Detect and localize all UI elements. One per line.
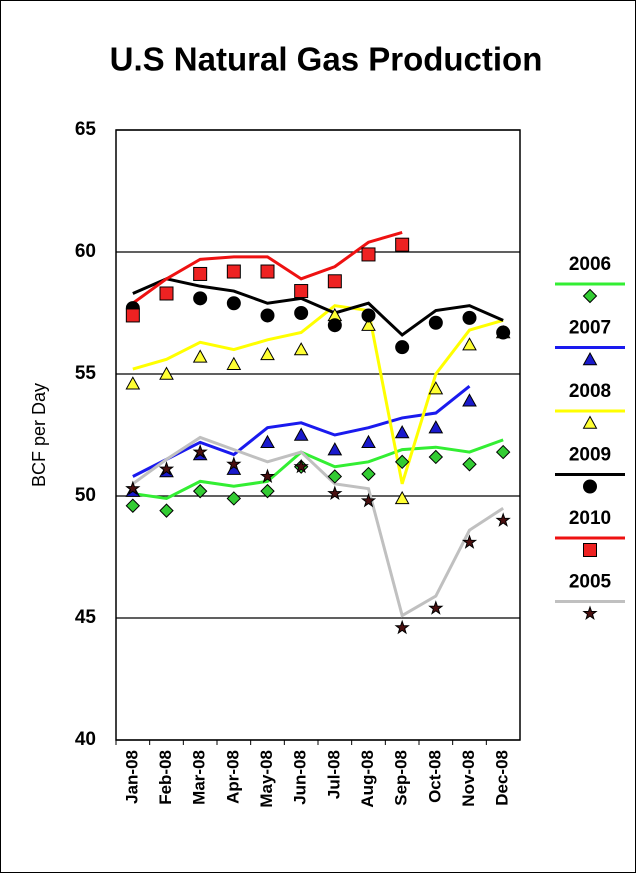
legend-marker [582, 415, 598, 429]
data-marker [461, 534, 478, 549]
data-marker [327, 318, 342, 333]
legend-marker [583, 479, 597, 494]
data-marker [462, 310, 477, 325]
series-line [131, 231, 403, 305]
legend-label: 2005 [569, 572, 612, 593]
data-marker [361, 317, 376, 331]
data-marker [394, 490, 410, 505]
y-tick-label: 55 [75, 363, 97, 384]
x-tick-label: Mar-08 [190, 750, 209, 805]
data-marker [192, 444, 208, 459]
data-marker [327, 485, 343, 501]
data-marker [294, 284, 309, 299]
series-line [132, 277, 504, 337]
data-marker [361, 466, 376, 482]
legend-marker [582, 605, 598, 620]
legend-marker [583, 543, 597, 557]
data-marker [159, 286, 174, 301]
x-tick-label: Aug-08 [358, 750, 377, 808]
data-marker [125, 480, 141, 496]
data-marker [462, 337, 477, 351]
data-marker [462, 457, 477, 472]
data-marker [327, 442, 343, 456]
data-marker [361, 247, 376, 262]
y-tick-label: 40 [75, 729, 96, 750]
x-tick-label: Jul-08 [324, 750, 343, 799]
data-marker [260, 434, 275, 449]
data-marker [361, 434, 376, 449]
data-marker [428, 449, 444, 465]
data-marker [293, 342, 309, 356]
chart-title: U.S Natural Gas Production [110, 41, 543, 78]
data-marker [192, 349, 208, 363]
data-marker [260, 483, 275, 499]
data-marker [226, 491, 242, 506]
data-marker [495, 444, 511, 460]
data-marker [327, 469, 343, 484]
y-tick-label: 60 [75, 241, 96, 262]
data-marker [193, 266, 208, 281]
data-marker [159, 503, 174, 518]
y-tick-label: 50 [75, 485, 96, 506]
data-marker [394, 425, 410, 439]
series-line [132, 438, 504, 500]
data-marker [360, 492, 377, 508]
data-marker [226, 296, 241, 311]
data-marker [395, 340, 410, 355]
data-marker [226, 264, 241, 279]
data-marker [226, 456, 242, 471]
data-marker [260, 264, 275, 279]
legend-label: 2006 [569, 254, 611, 275]
data-marker [394, 454, 410, 470]
data-marker [293, 427, 309, 441]
x-tick-label: Jun-08 [291, 750, 310, 805]
data-marker [226, 356, 242, 370]
x-tick-label: Dec-08 [493, 750, 512, 806]
data-marker [394, 619, 410, 635]
series-line [132, 304, 504, 485]
data-marker [428, 420, 444, 434]
legend-label: 2009 [569, 445, 611, 466]
data-marker [125, 308, 140, 323]
data-marker [327, 274, 342, 289]
data-marker [395, 237, 410, 252]
legend-label: 2007 [569, 318, 611, 339]
data-marker [158, 461, 175, 476]
data-marker [260, 346, 275, 361]
x-tick-label: Oct-08 [425, 750, 444, 803]
plot-area [115, 129, 521, 741]
legend-label: 2008 [569, 381, 611, 402]
data-marker [159, 366, 174, 380]
data-marker [293, 458, 309, 474]
x-tick-label: Sep-08 [392, 750, 411, 806]
legend-label: 2010 [569, 508, 611, 529]
data-marker [192, 483, 208, 499]
data-marker [496, 325, 511, 340]
legend-marker [582, 288, 598, 304]
series-line [131, 435, 504, 618]
x-tick-label: May-08 [257, 750, 276, 808]
legend-marker [582, 351, 598, 366]
data-marker [125, 498, 141, 513]
y-axis-label: BCF per Day [29, 383, 49, 487]
data-marker [428, 315, 443, 330]
series-line [132, 385, 471, 478]
data-marker [260, 308, 275, 323]
data-marker [495, 512, 511, 527]
x-tick-label: Nov-08 [459, 750, 478, 807]
data-marker [125, 376, 141, 390]
y-tick-label: 65 [75, 119, 97, 140]
data-marker [259, 468, 276, 483]
x-tick-label: Feb-08 [156, 750, 175, 805]
x-tick-label: Jan-08 [122, 750, 141, 804]
data-marker [361, 308, 376, 323]
x-tick-label: Apr-08 [223, 750, 242, 804]
data-marker [294, 306, 309, 320]
data-marker [428, 381, 444, 395]
data-marker [428, 600, 444, 615]
data-marker [193, 291, 208, 306]
data-marker [462, 393, 477, 407]
y-tick-label: 45 [75, 607, 97, 628]
